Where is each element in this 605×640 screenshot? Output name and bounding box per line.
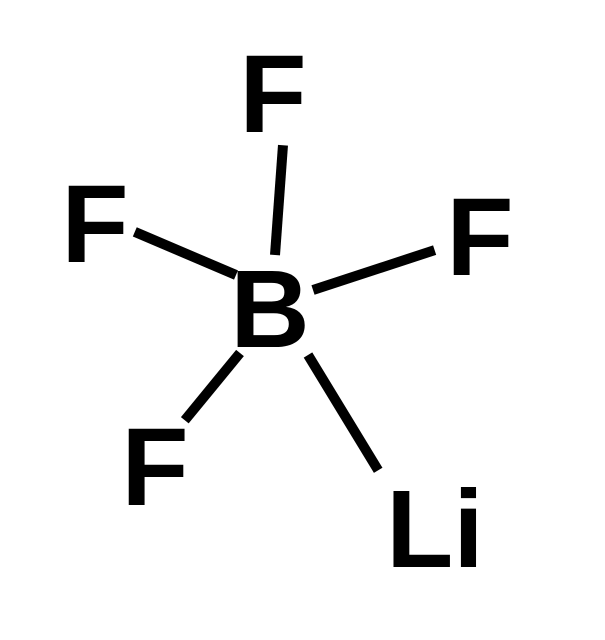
- atom-lowleft: F: [121, 413, 188, 523]
- atom-right: F: [446, 183, 513, 293]
- bond-4: [304, 352, 383, 472]
- atom-top: F: [239, 40, 306, 150]
- bond-1: [133, 227, 238, 279]
- atom-center: B: [230, 255, 309, 365]
- atom-left: F: [61, 170, 128, 280]
- bond-3: [181, 350, 244, 423]
- bond-2: [311, 245, 436, 294]
- bond-0: [270, 145, 288, 256]
- atom-lowright: Li: [386, 475, 484, 585]
